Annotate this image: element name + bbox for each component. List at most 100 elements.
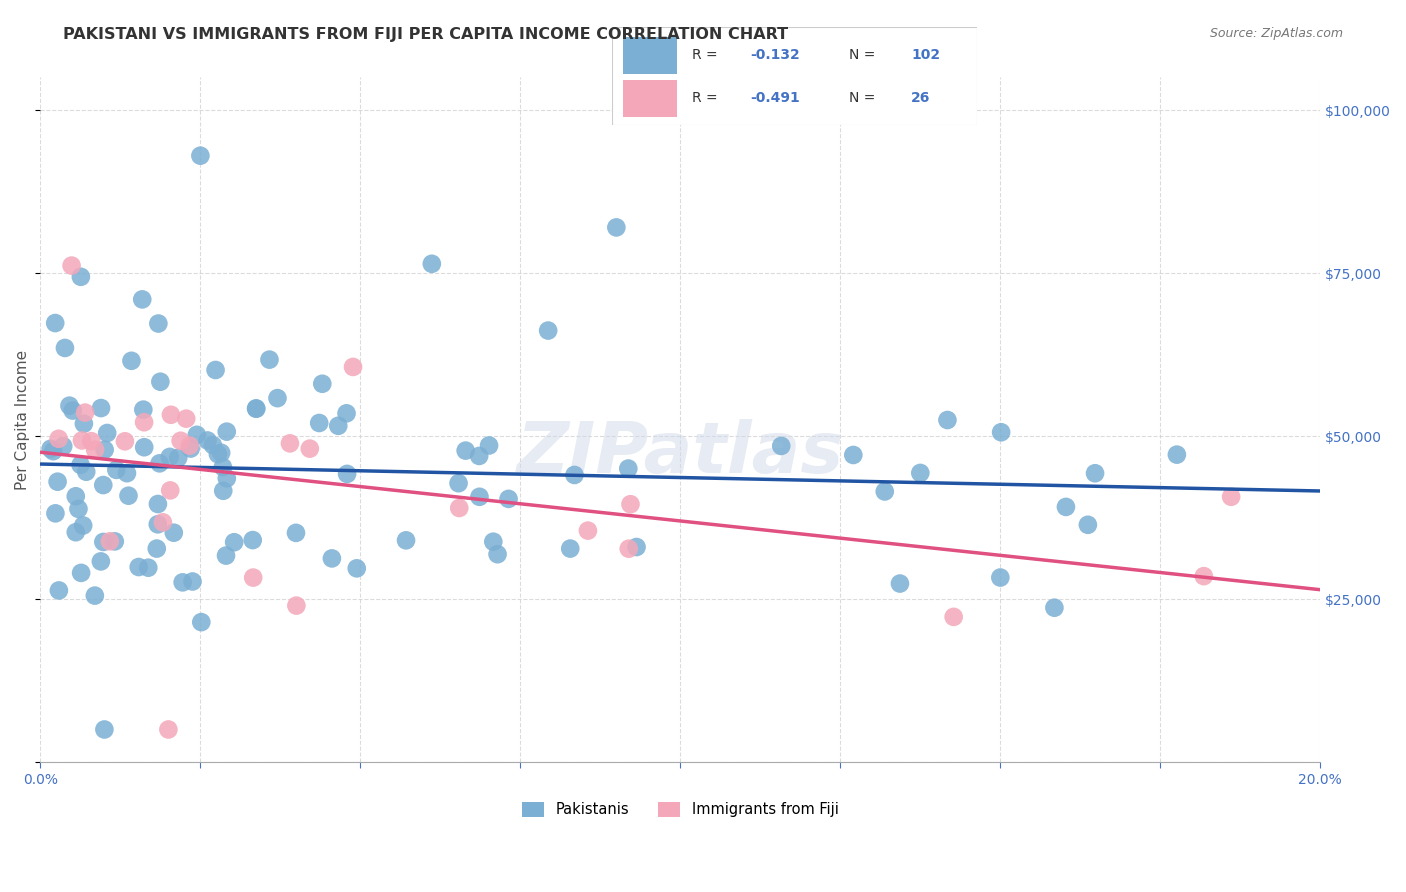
Immigrants from Fiji (179, 439, 201, 453)
Pakistanis (321, 551, 343, 566)
Pakistanis (75, 465, 97, 479)
Pakistanis (215, 425, 238, 439)
Pakistanis (468, 490, 491, 504)
Pakistanis (204, 363, 226, 377)
Pakistanis (186, 427, 208, 442)
Pakistanis (395, 533, 418, 548)
Pakistanis (212, 460, 235, 475)
Pakistanis (83, 589, 105, 603)
Immigrants from Fiji (70, 434, 93, 448)
Pakistanis (990, 425, 1012, 440)
Immigrants from Fiji (285, 599, 308, 613)
Text: -0.132: -0.132 (751, 48, 800, 62)
Pakistanis (335, 406, 357, 420)
Pakistanis (889, 576, 911, 591)
Immigrants from Fiji (160, 408, 183, 422)
Pakistanis (96, 425, 118, 440)
Pakistanis (1043, 600, 1066, 615)
Pakistanis (52, 439, 75, 453)
Text: 102: 102 (911, 48, 941, 62)
Pakistanis (105, 463, 128, 477)
Text: ZIPatlas: ZIPatlas (516, 419, 844, 489)
Pakistanis (67, 502, 90, 516)
Pakistanis (482, 534, 505, 549)
Pakistanis (148, 317, 170, 331)
Pakistanis (197, 434, 219, 448)
Pakistanis (420, 257, 443, 271)
Immigrants from Fiji (278, 436, 301, 450)
Pakistanis (988, 570, 1011, 584)
Pakistanis (1054, 500, 1077, 514)
Pakistanis (53, 341, 76, 355)
Pakistanis (454, 443, 477, 458)
Bar (623, 79, 678, 117)
Y-axis label: Per Capita Income: Per Capita Income (15, 350, 30, 490)
Pakistanis (910, 466, 932, 480)
Immigrants from Fiji (84, 442, 107, 457)
Text: PAKISTANI VS IMMIGRANTS FROM FIJI PER CAPITA INCOME CORRELATION CHART: PAKISTANI VS IMMIGRANTS FROM FIJI PER CA… (63, 27, 789, 42)
Immigrants from Fiji (157, 723, 180, 737)
Pakistanis (311, 376, 333, 391)
Pakistanis (163, 525, 186, 540)
Pakistanis (70, 269, 93, 284)
Immigrants from Fiji (298, 442, 321, 456)
Pakistanis (617, 461, 640, 475)
Pakistanis (1166, 448, 1188, 462)
Pakistanis (159, 450, 181, 464)
Pakistanis (93, 442, 115, 457)
Pakistanis (128, 560, 150, 574)
Text: 26: 26 (911, 91, 931, 105)
Bar (623, 37, 678, 74)
Pakistanis (605, 220, 627, 235)
Pakistanis (259, 352, 281, 367)
Pakistanis (72, 518, 94, 533)
Pakistanis (207, 447, 229, 461)
Immigrants from Fiji (98, 534, 121, 549)
Pakistanis (58, 399, 80, 413)
Pakistanis (70, 566, 93, 580)
Pakistanis (62, 403, 84, 417)
Pakistanis (842, 448, 865, 462)
Pakistanis (266, 391, 288, 405)
Pakistanis (770, 439, 793, 453)
Pakistanis (245, 401, 267, 416)
Pakistanis (224, 535, 246, 549)
Pakistanis (873, 484, 896, 499)
Pakistanis (190, 149, 212, 163)
Pakistanis (215, 471, 238, 485)
Immigrants from Fiji (617, 541, 640, 556)
Pakistanis (134, 440, 156, 454)
Text: Source: ZipAtlas.com: Source: ZipAtlas.com (1209, 27, 1343, 40)
Text: -0.491: -0.491 (751, 91, 800, 105)
Pakistanis (42, 444, 65, 458)
Immigrants from Fiji (174, 411, 197, 425)
Pakistanis (90, 401, 112, 415)
Pakistanis (245, 401, 267, 416)
Immigrants from Fiji (342, 359, 364, 374)
Pakistanis (48, 583, 70, 598)
Pakistanis (172, 575, 194, 590)
Pakistanis (65, 525, 87, 540)
Pakistanis (146, 497, 169, 511)
Pakistanis (498, 491, 520, 506)
Pakistanis (145, 541, 167, 556)
Pakistanis (148, 456, 170, 470)
Immigrants from Fiji (1220, 490, 1243, 504)
Immigrants from Fiji (576, 524, 599, 538)
Pakistanis (181, 574, 204, 589)
Pakistanis (537, 324, 560, 338)
Pakistanis (69, 458, 91, 472)
Pakistanis (73, 417, 96, 431)
Pakistanis (468, 449, 491, 463)
Immigrants from Fiji (242, 571, 264, 585)
Pakistanis (346, 561, 368, 575)
Pakistanis (215, 549, 238, 563)
Pakistanis (564, 467, 586, 482)
Pakistanis (180, 442, 202, 456)
Pakistanis (149, 375, 172, 389)
Immigrants from Fiji (152, 516, 174, 530)
Immigrants from Fiji (48, 432, 70, 446)
Pakistanis (91, 478, 114, 492)
Immigrants from Fiji (132, 415, 155, 429)
Text: R =: R = (692, 48, 723, 62)
